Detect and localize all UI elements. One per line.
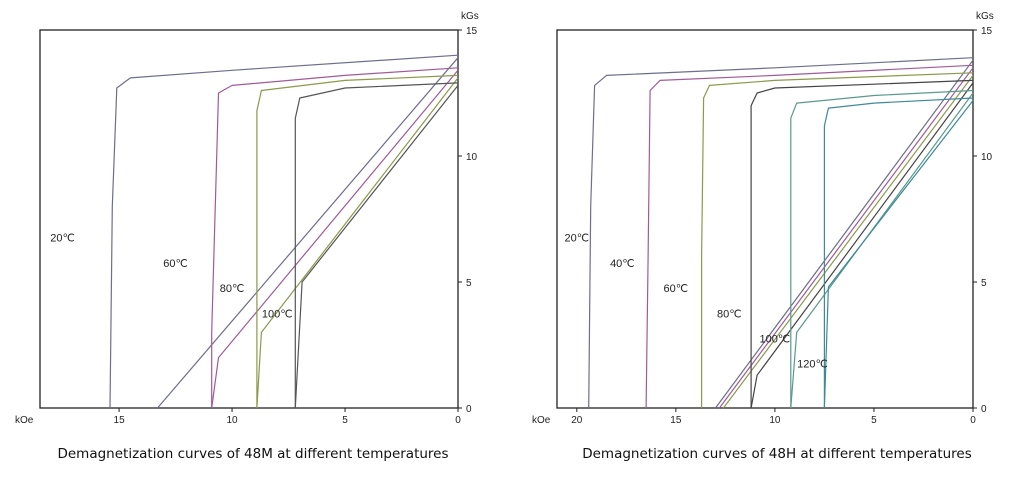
plot-frame xyxy=(556,29,974,409)
x-tick-label: 10 xyxy=(769,415,781,426)
demag-curve xyxy=(823,97,974,408)
x-tick-label: 5 xyxy=(871,415,877,426)
series-label: 20℃ xyxy=(565,233,590,245)
y-tick-label: 10 xyxy=(466,152,478,163)
series-label: 60℃ xyxy=(163,258,188,270)
recoil-line xyxy=(715,59,974,409)
plot-frame xyxy=(39,29,459,409)
x-tick-label: 0 xyxy=(455,415,461,426)
recoil-line xyxy=(211,69,459,409)
series-80℃: 80℃ xyxy=(220,74,459,409)
demag-curve xyxy=(701,72,974,408)
x-tick-label: 10 xyxy=(226,415,238,426)
demag-curve xyxy=(256,74,459,408)
x-tick-label: 15 xyxy=(670,415,682,426)
demag-curve xyxy=(645,64,974,409)
series-60℃: 60℃ xyxy=(163,67,459,409)
y-tick-label: 10 xyxy=(981,152,993,163)
series-20℃: 20℃ xyxy=(50,54,459,409)
series-100℃: 100℃ xyxy=(760,89,974,409)
recoil-line xyxy=(750,82,974,409)
series-label: 80℃ xyxy=(220,283,245,295)
demag-curve xyxy=(750,79,974,408)
series-label: 60℃ xyxy=(664,283,689,295)
x-axis-label: kOe xyxy=(532,415,551,426)
x-tick-label: 5 xyxy=(342,415,348,426)
series-label: 80℃ xyxy=(717,308,742,320)
demag-curve xyxy=(211,67,459,408)
series-label: 100℃ xyxy=(760,333,791,345)
y-tick-label: 15 xyxy=(466,26,478,37)
chart-panel-1: 15 10 5 00 5 10 15 kOe kGs 20℃ 60℃ 80℃ 100℃ Demagneti… xyxy=(15,11,479,462)
series-40℃: 40℃ xyxy=(610,64,974,409)
recoil-line xyxy=(294,85,459,409)
x-tick-label: 0 xyxy=(970,415,976,426)
recoil-line xyxy=(823,100,974,409)
series-label: 20℃ xyxy=(50,233,75,245)
y-tick-label: 0 xyxy=(466,404,472,415)
y-tick-label: 5 xyxy=(981,278,987,289)
recoil-line xyxy=(256,77,459,409)
demag-curve xyxy=(294,82,459,408)
series-label: 120℃ xyxy=(797,359,828,371)
recoil-line xyxy=(790,92,974,409)
y-tick-label: 5 xyxy=(466,278,472,289)
series-120℃: 120℃ xyxy=(797,97,974,409)
recoil-line xyxy=(157,57,459,409)
chart-caption: Demagnetization curves of 48M at differe… xyxy=(57,446,448,462)
y-tick-label: 0 xyxy=(981,404,987,415)
series-label: 40℃ xyxy=(610,258,635,270)
series-20℃: 20℃ xyxy=(565,57,974,409)
demag-curve xyxy=(790,89,974,408)
y-axis-label: kGs xyxy=(976,11,994,22)
demag-curve xyxy=(109,54,459,409)
y-axis-label: kGs xyxy=(461,11,479,22)
x-tick-label: 20 xyxy=(571,415,583,426)
recoil-line xyxy=(718,67,974,409)
y-tick-label: 15 xyxy=(981,26,993,37)
chart-panel-2: 20 15 10 5 00 5 10 15 kOe kGs 20℃ 40℃ 60℃ 80℃ 100℃ 120℃… xyxy=(532,11,994,462)
series-label: 100℃ xyxy=(262,308,293,320)
x-axis-label: kOe xyxy=(15,415,34,426)
series-60℃: 60℃ xyxy=(664,72,974,409)
x-tick-label: 15 xyxy=(114,415,126,426)
recoil-line xyxy=(722,75,974,409)
series-80℃: 80℃ xyxy=(717,79,974,409)
demag-curve xyxy=(588,57,974,409)
chart-caption: Demagnetization curves of 48H at differe… xyxy=(582,446,972,462)
series-100℃: 100℃ xyxy=(262,82,459,409)
